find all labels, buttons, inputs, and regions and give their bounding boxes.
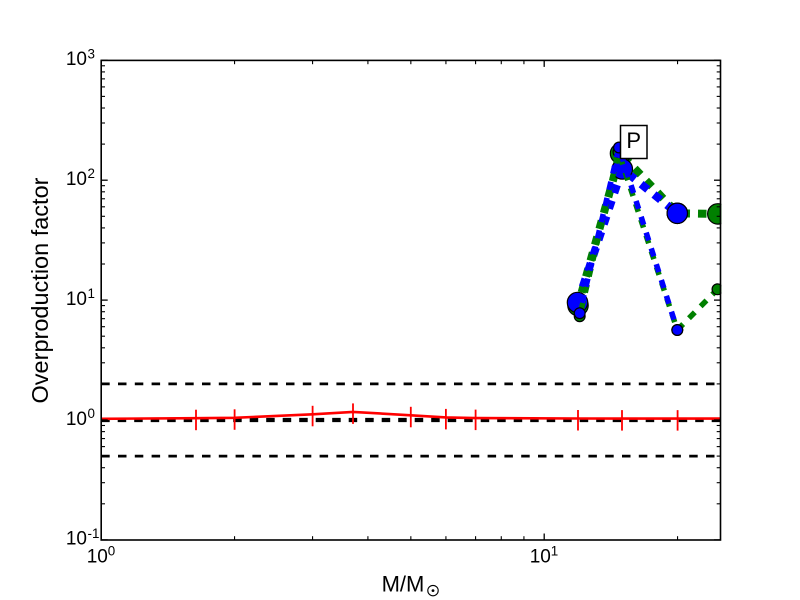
svg-text:Overproduction factor: Overproduction factor [27,177,53,403]
svg-text:10: 10 [530,547,551,568]
svg-text:10: 10 [66,49,87,70]
svg-text:10: 10 [87,547,108,568]
svg-text:P: P [626,128,641,153]
svg-text:0: 0 [88,406,95,421]
svg-text:10: 10 [66,409,87,430]
svg-text:10: 10 [66,169,87,190]
svg-text:10: 10 [66,529,87,550]
svg-text:1: 1 [88,286,95,301]
svg-text:10: 10 [66,289,87,310]
svg-text:2: 2 [88,166,95,181]
svg-text:-1: -1 [88,526,100,541]
svg-text:3: 3 [88,46,95,61]
svg-text:1: 1 [551,543,558,558]
svg-text:0: 0 [108,543,115,558]
svg-text:M/M: M/M [382,572,425,597]
